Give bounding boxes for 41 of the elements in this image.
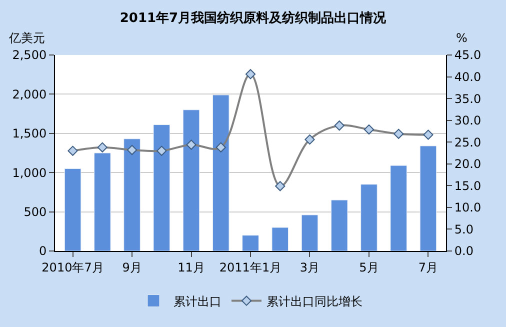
bar xyxy=(330,200,348,251)
y2-tick-label: 20.0 xyxy=(454,157,482,172)
y2-tick-label: 30.0 xyxy=(454,114,482,128)
bar xyxy=(212,94,230,251)
bar xyxy=(124,138,140,251)
y-axis-title: 亿美元 xyxy=(8,31,45,45)
legend-label: 累计出口同比增长 xyxy=(266,294,362,308)
x-tick-label: 5月 xyxy=(359,260,379,274)
bar xyxy=(153,124,170,251)
bar xyxy=(94,152,111,251)
x-tick-label: 2011年1月 xyxy=(219,260,282,274)
bar xyxy=(242,235,259,251)
bar xyxy=(182,110,200,251)
y-tick-label: 1,500 xyxy=(12,126,47,141)
y-tick-label: 500 xyxy=(24,205,47,219)
y2-tick-label: 10.0 xyxy=(454,200,482,215)
x-tick-label: 11月 xyxy=(178,260,205,274)
bar xyxy=(64,168,82,251)
x-tick-label: 2010年7月 xyxy=(42,260,104,274)
y2-tick-label: 5.0 xyxy=(454,222,474,236)
y-tick-label: 2,000 xyxy=(12,87,47,102)
y-tick-label: 2,500 xyxy=(12,48,47,62)
y-tick-label: 0 xyxy=(38,244,47,258)
bar xyxy=(390,165,407,251)
bar xyxy=(272,227,289,251)
y2-tick-label: 35.0 xyxy=(454,92,482,106)
bar xyxy=(301,214,318,251)
x-tick-label: 3月 xyxy=(300,260,320,274)
bar xyxy=(360,184,378,251)
y2-tick-label: 25.0 xyxy=(454,135,482,150)
y2-tick-label: 40.0 xyxy=(454,70,482,84)
y2-tick-label: 0.0 xyxy=(454,244,474,258)
x-tick-label: 7月 xyxy=(418,260,438,274)
legend-label: 累计出口 xyxy=(174,294,222,308)
chart-title: 2011年7月我国纺织原料及纺织制品出口情况 xyxy=(120,10,388,26)
y-tick-label: 1,000 xyxy=(12,166,47,180)
y2-tick-label: 45.0 xyxy=(454,48,482,62)
bar xyxy=(420,146,437,251)
x-tick-label: 9月 xyxy=(122,260,142,274)
y2-axis-title: % xyxy=(456,31,468,45)
y2-tick-label: 15.0 xyxy=(454,178,482,193)
